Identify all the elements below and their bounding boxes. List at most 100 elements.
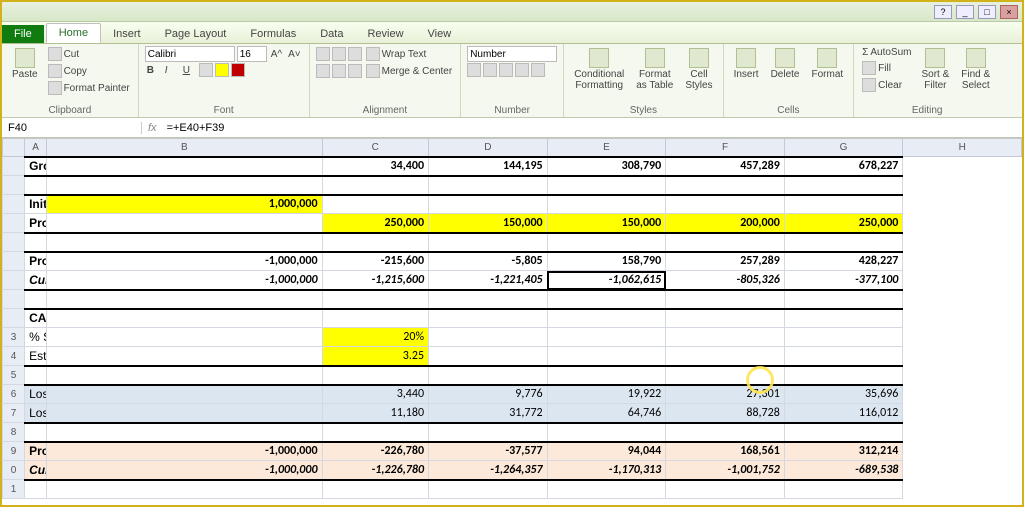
cell[interactable] <box>25 176 47 195</box>
tab-page-layout[interactable]: Page Layout <box>153 25 239 43</box>
fill-color-icon[interactable] <box>215 63 229 77</box>
cell[interactable] <box>547 233 666 252</box>
cell[interactable] <box>547 480 666 499</box>
cell[interactable] <box>47 328 322 347</box>
fill-button[interactable]: Fill <box>860 60 913 76</box>
cell[interactable] <box>322 309 429 328</box>
col-header[interactable]: G <box>784 139 903 157</box>
cell[interactable]: -1,000,000 <box>47 271 322 290</box>
cell[interactable] <box>47 480 322 499</box>
cell[interactable] <box>784 480 903 499</box>
cell[interactable] <box>547 176 666 195</box>
col-header[interactable]: D <box>429 139 548 157</box>
cell[interactable]: Estimated Margin per Unit of Existing Pr… <box>25 347 47 366</box>
currency-icon[interactable] <box>467 63 481 77</box>
cell[interactable]: Promotional Spend <box>25 214 47 233</box>
row-header[interactable] <box>3 157 25 176</box>
cell[interactable]: -1,000,000 <box>47 252 322 271</box>
cell[interactable]: -1,000,000 <box>47 442 322 461</box>
format-painter-button[interactable]: Format Painter <box>46 80 132 96</box>
cell[interactable]: -805,326 <box>666 271 785 290</box>
row-header[interactable]: 9 <box>3 442 25 461</box>
cell[interactable] <box>547 423 666 442</box>
cell[interactable]: -226,780 <box>322 442 429 461</box>
cell[interactable]: 3,440 <box>322 385 429 404</box>
row-header[interactable] <box>3 290 25 309</box>
cell[interactable]: 200,000 <box>666 214 785 233</box>
number-format-select[interactable] <box>467 46 557 62</box>
row-header[interactable] <box>3 233 25 252</box>
cell[interactable] <box>784 423 903 442</box>
cell[interactable] <box>47 233 322 252</box>
comma-icon[interactable] <box>499 63 513 77</box>
col-header[interactable]: B <box>47 139 322 157</box>
col-header[interactable]: F <box>666 139 785 157</box>
cell[interactable] <box>322 290 429 309</box>
col-header[interactable]: E <box>547 139 666 157</box>
tab-insert[interactable]: Insert <box>101 25 153 43</box>
row-header[interactable]: 0 <box>3 461 25 480</box>
cell[interactable] <box>25 290 47 309</box>
row-header[interactable] <box>3 252 25 271</box>
italic-button[interactable]: I <box>163 64 179 77</box>
cell[interactable]: 34,400 <box>322 157 429 176</box>
cell[interactable]: Profit contribution after expenses <box>25 252 47 271</box>
col-header[interactable]: H <box>903 139 1022 157</box>
close-button[interactable]: × <box>1000 5 1018 19</box>
cell[interactable] <box>429 195 548 214</box>
row-header[interactable]: 8 <box>3 423 25 442</box>
tab-data[interactable]: Data <box>308 25 355 43</box>
tab-review[interactable]: Review <box>355 25 415 43</box>
cell[interactable]: -1,221,405 <box>429 271 548 290</box>
cell[interactable]: 19,922 <box>547 385 666 404</box>
copy-button[interactable]: Copy <box>46 63 132 79</box>
cell[interactable]: -689,538 <box>784 461 903 480</box>
cell[interactable]: 150,000 <box>429 214 548 233</box>
cell[interactable] <box>25 233 47 252</box>
cell[interactable]: 64,746 <box>547 404 666 423</box>
tab-view[interactable]: View <box>416 25 464 43</box>
name-box[interactable]: F40 <box>2 122 142 134</box>
cell[interactable]: 20% <box>322 328 429 347</box>
cell[interactable] <box>322 233 429 252</box>
align-center-icon[interactable] <box>332 64 346 78</box>
autosum-button[interactable]: Σ AutoSum <box>860 46 913 59</box>
font-color-icon[interactable] <box>231 63 245 77</box>
worksheet[interactable]: ABCDEFGHGross margin34,400144,195308,790… <box>2 138 1022 505</box>
cell[interactable]: 9,776 <box>429 385 548 404</box>
cell[interactable] <box>784 328 903 347</box>
grow-font-button[interactable]: A^ <box>269 48 284 61</box>
underline-button[interactable]: U <box>181 64 197 77</box>
cell[interactable] <box>666 195 785 214</box>
cell[interactable] <box>429 347 548 366</box>
cell[interactable]: Lost Gross Margin on Existing Product <box>25 404 47 423</box>
row-header[interactable]: 7 <box>3 404 25 423</box>
delete-cells-button[interactable]: Delete <box>767 46 804 82</box>
cell[interactable] <box>666 366 785 385</box>
cell[interactable]: 144,195 <box>429 157 548 176</box>
shrink-font-button[interactable]: A˅ <box>286 48 303 61</box>
cell[interactable]: 3.25 <box>322 347 429 366</box>
cell[interactable]: -1,215,600 <box>322 271 429 290</box>
font-name-select[interactable] <box>145 46 235 62</box>
cell[interactable]: -377,100 <box>784 271 903 290</box>
font-size-select[interactable] <box>237 46 267 62</box>
cell[interactable] <box>322 366 429 385</box>
row-header[interactable] <box>3 214 25 233</box>
cell[interactable] <box>47 385 322 404</box>
cell[interactable] <box>47 366 322 385</box>
align-top-icon[interactable] <box>316 47 330 61</box>
conditional-formatting-button[interactable]: Conditional Formatting <box>570 46 628 93</box>
row-header[interactable] <box>3 309 25 328</box>
cell[interactable] <box>25 366 47 385</box>
formula-input[interactable]: =+E40+F39 <box>163 122 1022 134</box>
cell[interactable] <box>547 309 666 328</box>
cell[interactable] <box>784 290 903 309</box>
cell[interactable] <box>666 176 785 195</box>
minimize-button[interactable]: _ <box>956 5 974 19</box>
cell[interactable]: Cumulative Profit Contribution <box>25 461 47 480</box>
cell[interactable]: 31,772 <box>429 404 548 423</box>
cell[interactable] <box>784 347 903 366</box>
cell[interactable] <box>47 309 322 328</box>
cell[interactable]: 35,696 <box>784 385 903 404</box>
